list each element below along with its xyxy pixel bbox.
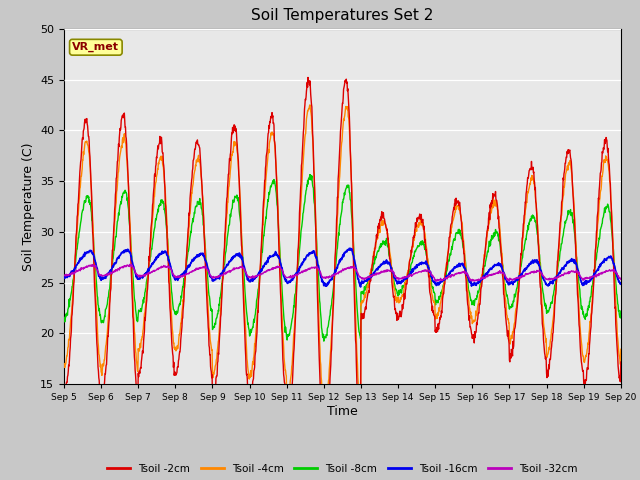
Tsoil -32cm [60,273,68,278]
Tsoil -2cm [304,74,312,80]
Tsoil -16cm [429,277,436,283]
Tsoil -2cm [520,213,528,218]
Tsoil -16cm [292,270,300,276]
Tsoil -32cm [184,271,191,276]
Tsoil -8cm [520,246,528,252]
Tsoil -4cm [520,221,528,227]
Tsoil -8cm [320,338,328,344]
Tsoil -2cm [617,359,625,365]
Tsoil -32cm [568,269,576,275]
Tsoil -8cm [429,285,436,291]
Tsoil -32cm [520,273,528,279]
Tsoil -32cm [471,278,479,284]
Tsoil -8cm [60,316,68,322]
Tsoil -2cm [183,246,191,252]
Tsoil -2cm [321,444,328,450]
Text: VR_met: VR_met [72,42,119,52]
Tsoil -4cm [617,347,625,352]
Tsoil -4cm [292,296,300,302]
Tsoil -16cm [356,284,364,290]
Tsoil -16cm [617,281,625,287]
Tsoil -8cm [306,172,314,178]
Tsoil -32cm [279,268,287,274]
Tsoil -32cm [428,272,436,278]
Tsoil -4cm [306,102,314,108]
Tsoil -2cm [292,298,300,304]
Tsoil -2cm [429,303,436,309]
Tsoil -8cm [568,210,576,216]
Tsoil -4cm [183,248,191,253]
Tsoil -32cm [617,276,625,282]
Tsoil -4cm [60,360,68,366]
Tsoil -4cm [429,293,436,299]
Tsoil -16cm [568,258,576,264]
Line: Tsoil -16cm: Tsoil -16cm [64,248,621,287]
Legend: Tsoil -2cm, Tsoil -4cm, Tsoil -8cm, Tsoil -16cm, Tsoil -32cm: Tsoil -2cm, Tsoil -4cm, Tsoil -8cm, Tsoi… [103,460,582,478]
Line: Tsoil -8cm: Tsoil -8cm [64,175,621,341]
Y-axis label: Soil Temperature (C): Soil Temperature (C) [22,142,35,271]
Tsoil -4cm [320,410,328,416]
Tsoil -2cm [60,390,68,396]
Tsoil -8cm [617,308,625,314]
Tsoil -32cm [292,271,300,277]
Tsoil -8cm [292,284,300,289]
Tsoil -16cm [278,268,286,274]
Tsoil -32cm [126,262,134,267]
Tsoil -16cm [520,267,528,273]
Tsoil -2cm [278,344,286,349]
Tsoil -8cm [183,257,191,263]
X-axis label: Time: Time [327,405,358,418]
Tsoil -2cm [568,173,576,179]
Tsoil -16cm [60,276,68,281]
Tsoil -16cm [183,266,191,272]
Tsoil -4cm [278,323,286,328]
Line: Tsoil -32cm: Tsoil -32cm [64,264,621,281]
Tsoil -16cm [346,245,353,251]
Title: Soil Temperatures Set 2: Soil Temperatures Set 2 [252,9,433,24]
Tsoil -8cm [278,295,286,300]
Line: Tsoil -2cm: Tsoil -2cm [64,77,621,447]
Tsoil -4cm [568,175,576,181]
Line: Tsoil -4cm: Tsoil -4cm [64,105,621,413]
